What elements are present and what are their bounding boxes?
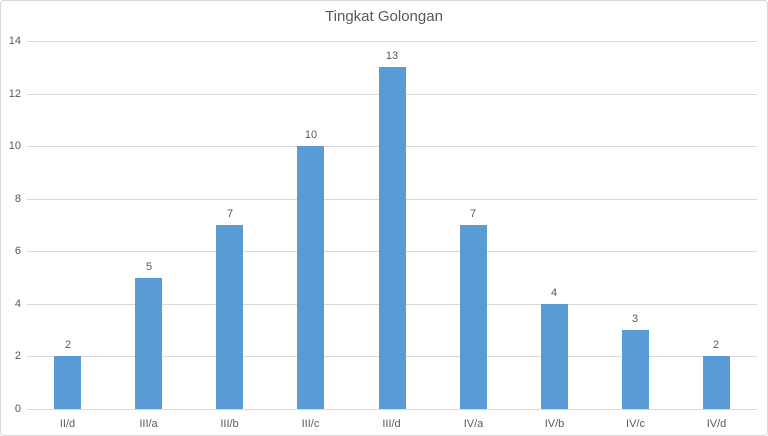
bar-data-label: 10 bbox=[304, 129, 318, 141]
y-axis-tick-label: 0 bbox=[14, 403, 21, 415]
bar-data-label: 4 bbox=[550, 287, 558, 299]
bar-III-a bbox=[135, 278, 162, 409]
bar-data-label: 7 bbox=[469, 208, 477, 220]
x-axis-category-label: IV/c bbox=[626, 418, 645, 430]
y-axis-tick-label: 2 bbox=[14, 350, 21, 362]
bar-data-label: 3 bbox=[631, 313, 639, 325]
bar-II-d bbox=[54, 356, 81, 409]
x-axis-category-label: IV/b bbox=[544, 418, 565, 430]
bar-data-label: 13 bbox=[385, 50, 399, 62]
x-axis-category-label: II/d bbox=[59, 418, 76, 430]
chart-title: Tingkat Golongan bbox=[325, 8, 443, 25]
y-gridline bbox=[27, 41, 757, 42]
x-axis-category-label: III/a bbox=[139, 418, 158, 430]
bar-data-label: 2 bbox=[64, 339, 72, 351]
y-axis-tick-label: 6 bbox=[14, 245, 21, 257]
x-axis-line bbox=[27, 409, 757, 410]
bar-III-c bbox=[297, 146, 324, 409]
x-axis-category-label: III/d bbox=[382, 418, 401, 430]
y-axis-tick-label: 14 bbox=[8, 35, 21, 47]
y-axis-tick-label: 10 bbox=[8, 140, 21, 152]
bar-data-label: 7 bbox=[226, 208, 234, 220]
x-axis-category-label: IV/a bbox=[463, 418, 484, 430]
bar-IV-c bbox=[622, 330, 649, 409]
y-axis-tick-label: 4 bbox=[14, 298, 21, 310]
bar-III-b bbox=[216, 225, 243, 409]
bar-IV-d bbox=[703, 356, 730, 409]
y-axis-tick-label: 8 bbox=[14, 193, 21, 205]
x-axis-category-label: IV/d bbox=[706, 418, 727, 430]
y-axis-tick-label: 12 bbox=[8, 88, 21, 100]
bar-data-label: 2 bbox=[712, 339, 720, 351]
x-axis-category-label: III/c bbox=[301, 418, 320, 430]
bar-IV-b bbox=[541, 304, 568, 409]
bar-data-label: 5 bbox=[145, 261, 153, 273]
x-axis-category-label: III/b bbox=[220, 418, 239, 430]
bar-IV-a bbox=[460, 225, 487, 409]
bar-III-d bbox=[379, 67, 406, 409]
